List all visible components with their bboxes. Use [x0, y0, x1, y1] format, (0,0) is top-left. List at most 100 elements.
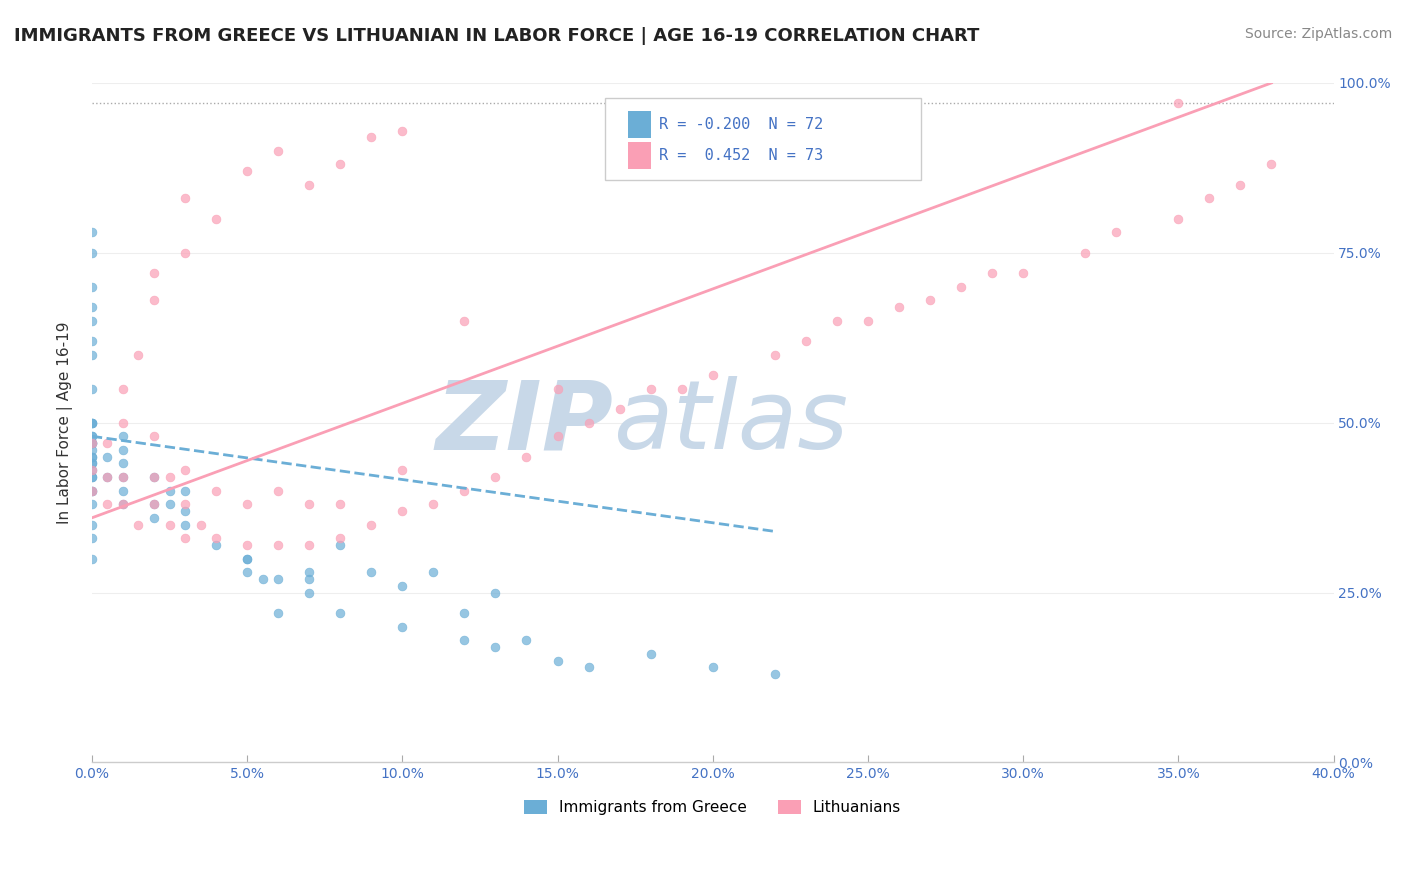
Point	[1260, 157, 1282, 171]
Point	[1012, 266, 1035, 280]
Point	[236, 538, 259, 552]
Point	[825, 314, 848, 328]
Legend: Immigrants from Greece, Lithuanians: Immigrants from Greece, Lithuanians	[516, 792, 908, 822]
Point	[391, 463, 413, 477]
Point	[174, 504, 197, 518]
Point	[80, 416, 103, 430]
Point	[174, 191, 197, 205]
Point	[329, 497, 352, 511]
Point	[80, 300, 103, 314]
Point	[111, 483, 134, 498]
Point	[422, 497, 444, 511]
Point	[80, 436, 103, 450]
Point	[578, 660, 600, 674]
Point	[80, 497, 103, 511]
Point	[484, 470, 506, 484]
Point	[1105, 226, 1128, 240]
Point	[111, 497, 134, 511]
Point	[236, 551, 259, 566]
Point	[205, 538, 228, 552]
Point	[391, 619, 413, 633]
Point	[547, 382, 569, 396]
Point	[111, 457, 134, 471]
Point	[174, 497, 197, 511]
Point	[298, 538, 321, 552]
Point	[298, 178, 321, 192]
Point	[329, 157, 352, 171]
Point	[159, 497, 181, 511]
Point	[80, 314, 103, 328]
Point	[267, 483, 290, 498]
Point	[547, 653, 569, 667]
Point	[96, 497, 118, 511]
Point	[127, 348, 149, 362]
Point	[111, 497, 134, 511]
Point	[143, 497, 166, 511]
Point	[127, 517, 149, 532]
Point	[578, 416, 600, 430]
Point	[143, 511, 166, 525]
Point	[422, 565, 444, 579]
Point	[1074, 245, 1097, 260]
Point	[1167, 96, 1189, 111]
Point	[111, 382, 134, 396]
Point	[80, 436, 103, 450]
Point	[80, 483, 103, 498]
Point	[763, 667, 786, 681]
Point	[80, 416, 103, 430]
Point	[80, 442, 103, 457]
Point	[80, 348, 103, 362]
Point	[329, 538, 352, 552]
Point	[80, 450, 103, 464]
Point	[80, 470, 103, 484]
Point	[174, 517, 197, 532]
Point	[252, 572, 274, 586]
Point	[80, 470, 103, 484]
Point	[111, 429, 134, 443]
Point	[96, 470, 118, 484]
Point	[80, 457, 103, 471]
Point	[143, 429, 166, 443]
Point	[702, 660, 724, 674]
Y-axis label: In Labor Force | Age 16-19: In Labor Force | Age 16-19	[58, 321, 73, 524]
Text: Source: ZipAtlas.com: Source: ZipAtlas.com	[1244, 27, 1392, 41]
Point	[80, 416, 103, 430]
Point	[80, 463, 103, 477]
Point	[80, 551, 103, 566]
Point	[174, 483, 197, 498]
Point	[640, 382, 662, 396]
Text: atlas: atlas	[613, 376, 848, 469]
Point	[80, 429, 103, 443]
Point	[298, 585, 321, 599]
Point	[267, 144, 290, 158]
Point	[111, 442, 134, 457]
Point	[80, 436, 103, 450]
Point	[453, 314, 475, 328]
Point	[159, 517, 181, 532]
Point	[950, 280, 973, 294]
Point	[267, 538, 290, 552]
Point	[159, 483, 181, 498]
Point	[80, 429, 103, 443]
Point	[640, 647, 662, 661]
Point	[391, 123, 413, 137]
Point	[80, 483, 103, 498]
Point	[143, 497, 166, 511]
Point	[96, 470, 118, 484]
Point	[329, 531, 352, 545]
Point	[515, 633, 537, 648]
Point	[159, 470, 181, 484]
Point	[484, 585, 506, 599]
Point	[360, 517, 382, 532]
Point	[856, 314, 879, 328]
Point	[515, 450, 537, 464]
Point	[80, 436, 103, 450]
Point	[96, 450, 118, 464]
Text: ZIP: ZIP	[436, 376, 613, 469]
Point	[918, 293, 941, 308]
Text: R =  0.452  N = 73: R = 0.452 N = 73	[659, 148, 824, 162]
Point	[190, 517, 212, 532]
Point	[80, 334, 103, 348]
Point	[1198, 191, 1220, 205]
Point	[1229, 178, 1251, 192]
